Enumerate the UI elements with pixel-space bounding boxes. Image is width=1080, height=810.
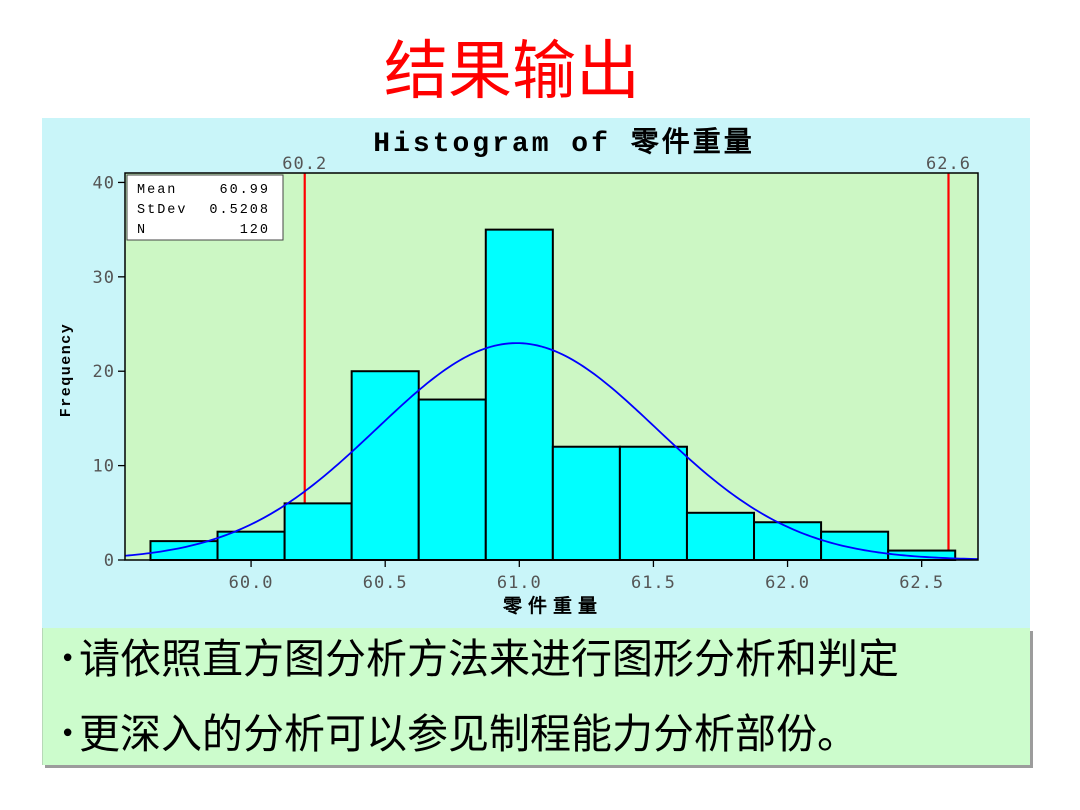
histogram-bar: [283, 502, 353, 561]
reference-line-label: 60.2: [282, 154, 327, 174]
y-tick-label: 40: [93, 173, 115, 193]
x-tick-label: 62.5: [899, 573, 944, 593]
x-tick-label: 62.0: [765, 573, 810, 593]
plot-frame: [124, 172, 979, 561]
y-tick-label: 10: [93, 457, 115, 477]
histogram-bar: [820, 530, 890, 561]
chart-title: Histogram of 零件重量: [373, 126, 754, 160]
stats-value: 120: [240, 223, 270, 238]
normal-fit-curve: [124, 342, 979, 560]
histogram-bar: [216, 530, 286, 561]
histogram-bar: [350, 370, 420, 561]
slide-title: 结果输出: [384, 35, 640, 109]
chart-panel: Histogram of 零件重量 60.2 62.6 0 10 20 30 40 60.0…: [42, 118, 1030, 628]
bullet-marker: [60, 709, 79, 759]
x-tick-label: 61.0: [497, 573, 542, 593]
stats-label: StDev: [137, 203, 188, 218]
reference-lines-group: 60.2 62.6: [282, 154, 971, 560]
histogram-bar: [551, 445, 621, 562]
stats-label: N: [137, 223, 147, 238]
bullet-text: 请依照直方图分析方法来进行图形分析和判定: [79, 635, 899, 683]
bullet-item: 请依照直方图分析方法来进行图形分析和判定: [43, 634, 1030, 684]
histogram-bar: [149, 540, 219, 561]
x-axis-label: 零件重量: [502, 594, 603, 617]
stats-box-frame: [126, 174, 284, 241]
histogram-bar: [753, 521, 823, 561]
stats-label: Mean: [137, 183, 177, 198]
bullet-item: 更深入的分析可以参见制程能力分析部份。: [43, 709, 1030, 759]
x-tick-label: 60.0: [229, 573, 274, 593]
stats-box: Mean 60.99 StDev 0.5208 N 120: [126, 174, 284, 241]
bullet-box: 请依照直方图分析方法来进行图形分析和判定 更深入的分析可以参见制程能力分析部份。: [42, 628, 1030, 765]
histogram-bar: [618, 445, 688, 562]
x-tick-label: 60.5: [363, 573, 408, 593]
bullet-text: 更深入的分析可以参见制程能力分析部份。: [79, 710, 858, 758]
y-tick-label: 0: [104, 551, 115, 571]
histogram-chart: Histogram of 零件重量 60.2 62.6 0 10 20 30 40 60.0…: [58, 126, 979, 617]
stats-value: 60.99: [219, 183, 270, 198]
axes-group: 0 10 20 30 40 60.0 60.5 61.0 61.5 62.0 62.5: [93, 173, 944, 593]
stats-value: 0.5208: [209, 203, 270, 218]
y-axis-label: Frequency: [58, 323, 75, 418]
histogram-bars-group: [149, 228, 957, 562]
bullet-marker: [60, 634, 79, 684]
x-tick-label: 61.5: [631, 573, 676, 593]
y-tick-label: 20: [93, 362, 115, 382]
histogram-bar: [484, 228, 554, 561]
histogram-bar: [685, 511, 756, 561]
y-tick-label: 30: [93, 268, 115, 288]
reference-line-label: 62.6: [926, 154, 971, 174]
histogram-bar: [417, 398, 487, 562]
fit-curve-group: [124, 342, 979, 560]
